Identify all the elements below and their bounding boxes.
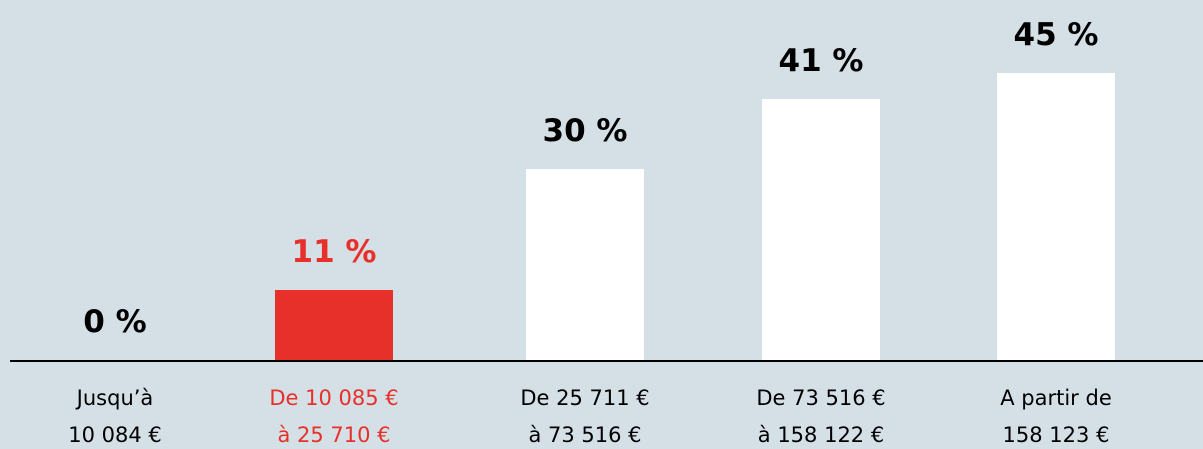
- category-label: A partir de 158 123 €: [1000, 386, 1112, 447]
- bar: [762, 98, 880, 360]
- bar: [526, 168, 644, 360]
- category-label: Jusqu’à 10 084 €: [68, 386, 162, 447]
- category-label: De 25 711 € à 73 516 €: [520, 386, 650, 447]
- value-label: 0 %: [83, 304, 147, 340]
- category-label: De 73 516 € à 158 122 €: [756, 386, 886, 447]
- value-label: 11 %: [291, 233, 377, 270]
- bar: [997, 73, 1115, 360]
- value-label: 41 %: [778, 42, 864, 79]
- category-label: De 10 085 € à 25 710 €: [269, 386, 399, 447]
- baseline: [10, 360, 1203, 362]
- bar: [275, 289, 393, 360]
- value-label: 30 %: [542, 112, 628, 149]
- value-label: 45 %: [1013, 17, 1099, 53]
